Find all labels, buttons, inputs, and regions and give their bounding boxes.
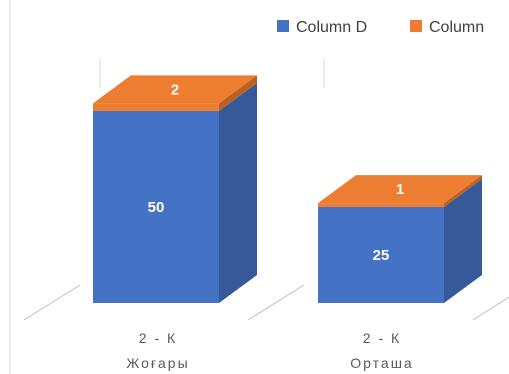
bar-side-cat1-series1: [219, 83, 257, 303]
category-label-2-line1: 2 - К: [363, 330, 401, 346]
bar-front-cat2-series2: [318, 203, 444, 207]
legend-label-column-d: Column D: [296, 19, 367, 36]
bar-side-cat2-series2: [444, 175, 482, 207]
bar-front-cat2-series1: [318, 207, 444, 303]
category-label-2-line2: Орташа: [350, 355, 413, 371]
data-label-cat2-series1: 25: [373, 247, 390, 264]
floor-line-middle: [247, 284, 305, 321]
bar-side-cat1-series2: [219, 75, 257, 111]
bar-front-cat1-series2: [93, 103, 219, 111]
bar-side-cat2-series1: [444, 179, 482, 303]
bar-top-cat2-series2: [318, 175, 482, 204]
category-label-1-line2: Жоғары: [126, 355, 189, 371]
legend: Column D Column: [277, 19, 484, 36]
category-label-1-line1: 2 - К: [139, 330, 177, 346]
data-label-cat1-series1: 50: [148, 199, 165, 216]
bar-front-cat1-series1: [93, 111, 219, 303]
chart-frame: [9, 0, 509, 374]
legend-label-column: Column: [429, 19, 484, 36]
data-label-cat1-series2: 2: [171, 81, 179, 98]
bars: 50 2 25 1: [93, 75, 482, 303]
floor-line-left: [23, 284, 81, 321]
category-labels: 2 - К Жоғары 2 - К Орташа: [126, 330, 413, 371]
floor-line-right: [472, 296, 509, 321]
legend-swatch-column-d: [277, 20, 289, 32]
legend-swatch-column: [410, 20, 422, 32]
bar-top-cat1-series2: [93, 75, 257, 104]
data-label-cat2-series2: 1: [396, 181, 404, 198]
